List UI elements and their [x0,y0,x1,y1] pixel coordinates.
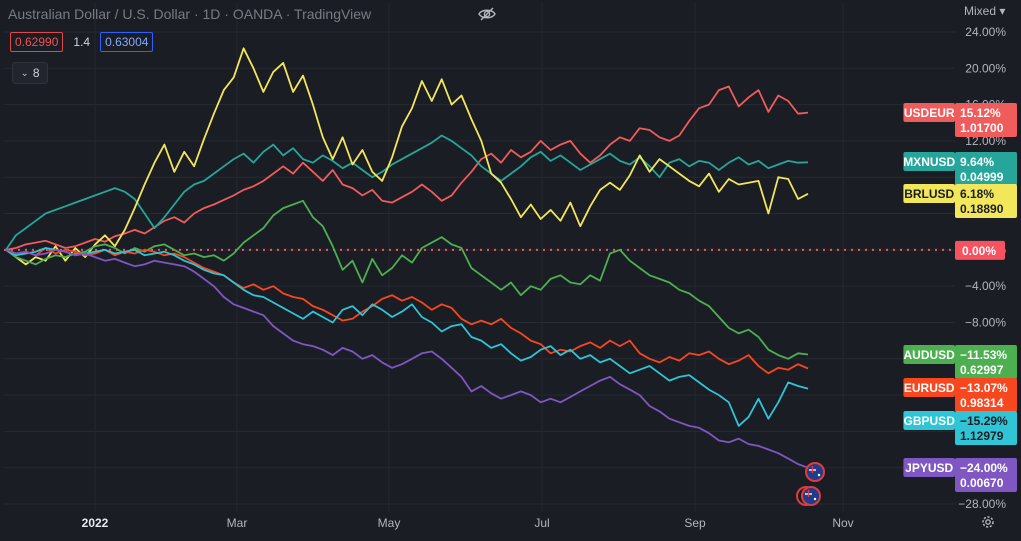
series-price-text: 0.62997 [960,363,1004,377]
series-name-text: EURUSD [904,381,955,395]
series-price-text: 0.98314 [960,396,1004,410]
baseline-label: 0.00% [955,240,1005,260]
spread-value: 1.4 [73,35,91,49]
x-tick-label: May [378,516,401,530]
series-name-tag [903,378,955,397]
series-label-jpyusd[interactable]: JPYUSD −24.00%0.00670 [903,458,1017,492]
baseline-label-bg [955,240,1005,260]
y-tick-label: 12.00% [965,134,1006,148]
series-line-brlusd[interactable] [5,47,809,266]
series-name-tag [903,103,955,122]
y-tick-label: 24.00% [965,25,1006,39]
series-name-text: MXNUSD [903,155,955,169]
series-value-tag [955,184,1017,218]
x-tick-label: Sep [684,516,706,530]
series-label-brlusd[interactable]: BRLUSD 6.18%0.18890 [903,184,1017,218]
series-change-text: 9.64% [960,155,994,169]
series-name-tag [903,345,955,364]
eye-crossed-icon[interactable] [478,6,496,27]
series-name-text: GBPUSD [904,414,956,428]
ask-price-box[interactable]: 0.63004 [100,32,154,52]
series-name-tag [903,184,955,203]
series-name-tag [903,458,955,477]
gear-icon[interactable] [980,514,996,535]
series-change-text: 15.12% [960,106,1001,120]
series-label-eurusd[interactable]: EURUSD −13.07%0.98314 [903,378,1017,412]
flag-star [817,473,821,477]
series-line-jpyusd[interactable] [5,248,809,469]
series-value-tag [955,345,1017,379]
series-value-tag [955,103,1017,137]
series-name-tag [903,152,955,171]
flag-marker-body [805,462,825,482]
series-price-text: 1.12979 [960,429,1004,443]
australia-flag-icon[interactable] [796,486,821,506]
quote-row: 0.62990 1.4 0.63004 [10,32,154,52]
series-change-text: −15.29% [960,414,1008,428]
series-line-mxnusd[interactable] [5,134,809,251]
australia-flag-icon[interactable] [805,462,825,482]
scale-mode-label: Mixed [964,4,997,18]
series-name-text: AUDUSD [904,348,956,362]
series-line-eurusd[interactable] [5,247,809,375]
chart-title: Australian Dollar / U.S. Dollar · 1D · O… [8,6,372,22]
chevron-down-icon: ⌄ [20,67,29,79]
series-count: 8 [32,66,40,80]
series-change-text: −11.53% [960,348,1007,362]
series-value-tag [955,152,1017,186]
y-tick-label: −8.00% [965,315,1006,329]
y-tick-label: −4.00% [965,279,1006,293]
series-line-gbpusd[interactable] [5,247,809,427]
series-price-text: 0.18890 [960,202,1004,216]
series-label-audusd[interactable]: AUDUSD −11.53%0.62997 [903,345,1017,379]
x-tick-label: Jul [534,516,549,530]
chevron-down-icon: ▾ [999,4,1006,18]
y-tick-label: −28.00% [958,497,1006,511]
baseline-label-text: 0.00% [962,244,996,258]
series-line-audusd[interactable] [5,199,809,360]
series-name-tag [903,411,955,430]
bid-price-box[interactable]: 0.62990 [10,32,64,52]
series-value-tag [955,411,1017,445]
x-tick-label: Nov [832,516,853,530]
series-name-text: BRLUSD [904,187,954,201]
series-label-gbpusd[interactable]: GBPUSD −15.29%1.12979 [903,411,1017,445]
x-tick-label: 2022 [82,516,109,530]
y-tick-label: 20.00% [965,61,1006,75]
series-price-text: 0.00670 [960,476,1004,490]
scale-mode-selector[interactable]: Mixed ▾ [964,4,1005,18]
series-change-text: −13.07% [960,381,1008,395]
series-change-text: 6.18% [960,187,994,201]
series-name-text: USDEUR [904,106,955,120]
x-tick-label: Mar [227,516,248,530]
flag-star [813,497,817,501]
series-list-toggle[interactable]: ⌄ 8 [12,62,48,84]
series-value-tag [955,458,1017,492]
series-line-usdeur[interactable] [5,85,809,251]
series-label-mxnusd[interactable]: MXNUSD 9.64%0.04999 [903,152,1017,186]
series-label-usdeur[interactable]: USDEUR 15.12%1.01700 [903,103,1017,137]
series-name-text: JPYUSD [905,461,953,475]
series-change-text: −24.00% [960,461,1008,475]
series-value-tag [955,378,1017,412]
series-price-text: 0.04999 [960,170,1004,184]
flag-marker-body [801,486,821,506]
series-price-text: 1.01700 [960,121,1004,135]
